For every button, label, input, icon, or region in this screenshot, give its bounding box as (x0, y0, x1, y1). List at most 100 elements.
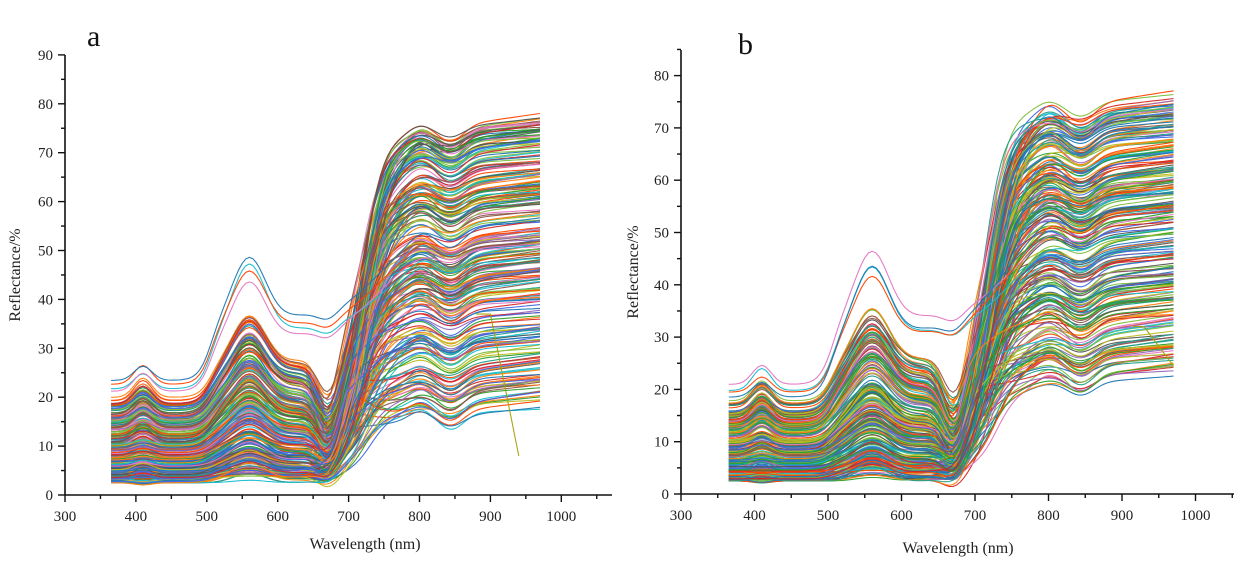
spectrum-line (111, 197, 541, 470)
spectrum-line (728, 138, 1174, 434)
spectrum-line (728, 126, 1174, 465)
spectrum-line (728, 168, 1174, 483)
spectrum-line (728, 254, 1174, 457)
x-tick-label: 500 (817, 508, 840, 524)
y-tick-label: 60 (654, 173, 669, 189)
spectra-curves (728, 90, 1174, 488)
spectrum-line (728, 166, 1174, 407)
x-tick-label: 300 (54, 509, 77, 525)
y-tick-label: 20 (38, 390, 53, 406)
spectrum-line (111, 124, 541, 444)
spectrum-line (111, 262, 541, 418)
x-tick-label: 600 (266, 509, 289, 525)
spectrum-line (728, 108, 1174, 442)
spectrum-line (111, 240, 541, 406)
spectrum-line (728, 162, 1174, 473)
spectrum-line (728, 250, 1174, 455)
x-tick-label: 900 (479, 509, 502, 525)
spectrum-line (111, 144, 541, 409)
y-tick-label: 0 (46, 488, 54, 504)
spectrum-line (728, 308, 1174, 404)
spectrum-line (111, 257, 541, 447)
y-tick-label: 20 (654, 382, 669, 398)
y-tick-label: 10 (38, 439, 53, 455)
x-tick-label: 900 (1111, 508, 1134, 524)
spectrum-line (728, 192, 1174, 483)
spectrum-line-outlier (111, 243, 541, 390)
spectrum-line (728, 333, 1174, 438)
spectrum-line (728, 200, 1174, 471)
x-tick-label: 700 (964, 508, 987, 524)
panel-label-b: b (738, 28, 753, 61)
spectrum-line (111, 318, 541, 478)
spectrum-line-outlier (111, 226, 541, 385)
spectrum-line (728, 346, 1174, 443)
spectrum-line-outlier (728, 213, 1174, 385)
spectrum-line (111, 137, 541, 421)
x-tick-label: 600 (890, 508, 913, 524)
spectrum-line (728, 299, 1174, 456)
x-axis-title: Wavelength (nm) (309, 536, 420, 553)
spectrum-line (728, 273, 1174, 456)
spectrum-line-outlier (728, 202, 1174, 398)
spectrum-line (111, 202, 541, 430)
panel-a: 300 400 500 600 700 800 900 1000 0 10 20 30 40 50 60 7… (7, 20, 612, 553)
y-tick-label: 40 (38, 292, 53, 308)
spectrum-line (728, 100, 1174, 438)
x-tick-label: 300 (670, 508, 693, 524)
y-tick-label: 60 (38, 195, 53, 211)
x-tick-label: 400 (125, 509, 148, 525)
spectrum-line (111, 391, 541, 484)
x-tick-label: 700 (337, 509, 360, 525)
spectrum-line (728, 308, 1174, 425)
y-tick-label: 70 (654, 121, 669, 137)
y-tick-label: 90 (38, 48, 53, 64)
x-tick-label: 800 (1037, 508, 1060, 524)
spectrum-line (111, 307, 541, 472)
spectrum-line (111, 173, 541, 452)
y-ticks: 0 10 20 30 40 50 60 70 80 90 (38, 48, 65, 504)
x-tick-label: 400 (743, 508, 766, 524)
spectrum-line (728, 108, 1174, 425)
x-tick-label: 1000 (546, 509, 576, 525)
spectrum-line (728, 156, 1174, 469)
spectrum-line (111, 379, 541, 480)
y-tick-label: 40 (654, 278, 669, 294)
spectrum-line (111, 185, 541, 444)
spectrum-line (728, 330, 1174, 439)
spectrum-line (111, 163, 541, 455)
x-tick-label: 500 (196, 509, 219, 525)
spectrum-line (728, 170, 1174, 461)
panel-b: 300 400 500 600 700 800 900 1000 0 10 20 30 40 50 60 7… (625, 28, 1234, 557)
spectrum-line-outlier (111, 220, 541, 381)
spectrum-line (728, 347, 1174, 472)
y-tick-label: 0 (662, 487, 670, 503)
spectrum-line (111, 235, 541, 452)
spectrum-line (728, 336, 1174, 438)
spectrum-line (111, 269, 541, 418)
spectrum-line (728, 282, 1174, 465)
y-tick-label: 70 (38, 146, 53, 162)
y-tick-label: 10 (654, 435, 669, 451)
y-axis-title: Reflectance/% (7, 228, 24, 321)
spectrum-line (111, 234, 541, 442)
spectrum-line (111, 243, 541, 418)
panel-label-a: a (87, 20, 100, 53)
y-tick-label: 30 (38, 341, 53, 357)
spectrum-line (111, 186, 541, 448)
spectrum-line-anomaly (476, 313, 520, 457)
spectra-curves (111, 112, 541, 488)
spectrum-line (728, 170, 1174, 430)
spectrum-line-anomaly (1133, 326, 1174, 367)
spectrum-line (111, 192, 541, 457)
spectrum-line-outlier (111, 243, 541, 392)
spectrum-line (111, 311, 541, 415)
y-tick-label: 80 (38, 97, 53, 113)
spectrum-line (111, 161, 541, 437)
x-ticks: 300 400 500 600 700 800 900 1000 (54, 495, 598, 525)
spectrum-line (728, 103, 1174, 448)
spectrum-line (111, 335, 541, 455)
spectrum-line (728, 149, 1174, 459)
spectrum-line (728, 178, 1174, 446)
